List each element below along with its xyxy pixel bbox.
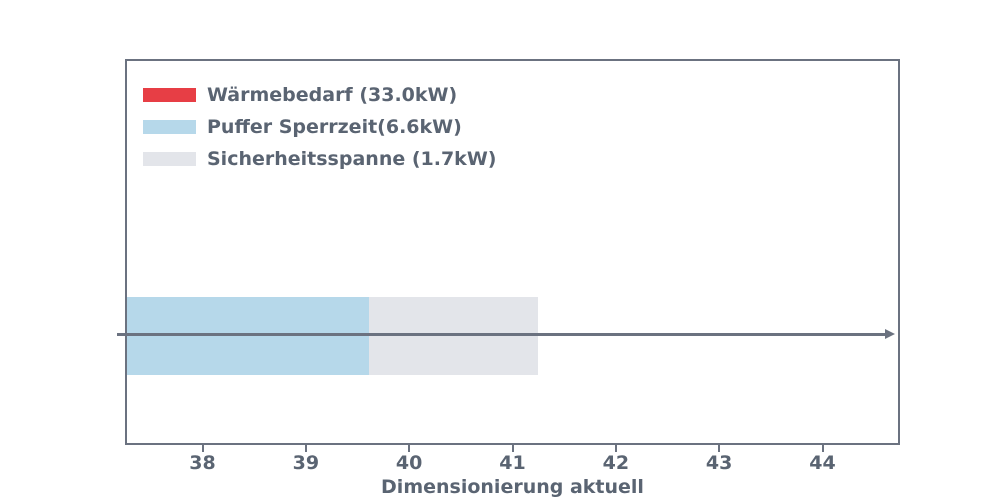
legend-item-sicherheitsspanne: Sicherheitsspanne (1.7kW) <box>143 143 496 175</box>
x-tick-mark <box>201 445 204 452</box>
plot-area: Wärmebedarf (33.0kW) Puffer Sperrzeit(6.… <box>125 59 900 445</box>
legend-label: Puffer Sperrzeit(6.6kW) <box>207 116 462 138</box>
x-tick-mark <box>408 445 411 452</box>
x-tick-label: 38 <box>189 452 216 474</box>
legend-swatch-puffer-sperrzeit <box>143 120 196 134</box>
legend-swatch-sicherheitsspanne <box>143 152 196 166</box>
bar-segment-1 <box>127 297 369 375</box>
x-axis: Dimensionierung aktuell 38 39 40 41 42 43 44 <box>125 445 900 500</box>
x-axis-title: Dimensionierung aktuell <box>381 476 644 498</box>
legend-label: Sicherheitsspanne (1.7kW) <box>207 148 497 170</box>
x-tick-mark <box>718 445 721 452</box>
arrow-shaft <box>127 333 887 336</box>
stacked-bar <box>127 297 898 375</box>
x-tick-label: 43 <box>705 452 733 474</box>
x-tick-label: 41 <box>499 452 526 474</box>
y-axis-tick <box>117 333 125 336</box>
x-tick-mark <box>511 445 514 452</box>
bar-segment-2 <box>368 297 539 375</box>
x-tick-label: 39 <box>292 452 320 474</box>
legend-swatch-waermebedarf <box>143 88 196 102</box>
x-tick-mark <box>614 445 617 452</box>
x-tick-mark <box>821 445 824 452</box>
legend-label: Wärmebedarf (33.0kW) <box>207 84 458 106</box>
x-tick-label: 40 <box>395 452 423 474</box>
dimension-arrow <box>127 328 895 340</box>
x-tick-label: 44 <box>809 452 836 474</box>
legend-item-waermebedarf: Wärmebedarf (33.0kW) <box>143 79 496 111</box>
x-tick-label: 42 <box>602 452 630 474</box>
legend: Wärmebedarf (33.0kW) Puffer Sperrzeit(6.… <box>143 79 496 175</box>
arrow-head-icon <box>884 329 895 339</box>
legend-item-puffer-sperrzeit: Puffer Sperrzeit(6.6kW) <box>143 111 496 143</box>
x-tick-mark <box>304 445 307 452</box>
